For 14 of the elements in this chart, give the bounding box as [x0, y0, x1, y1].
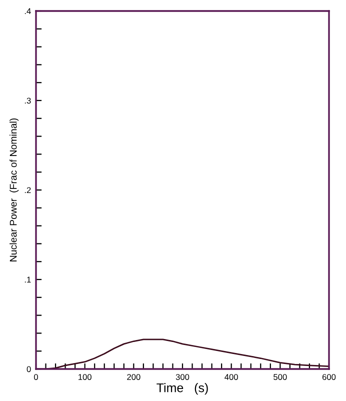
y-tick-label: .1	[24, 276, 31, 283]
y-axis-title: Nuclear Power (Frac of Nominal)	[10, 118, 19, 262]
x-tick-label: 300	[176, 374, 190, 380]
x-tick-label: 500	[274, 374, 287, 380]
y-tick-label: 0	[26, 366, 31, 372]
y-tick-label: .3	[24, 98, 31, 104]
y-tick-label: .2	[24, 187, 31, 194]
x-axis-title: Time (s)	[156, 383, 208, 395]
x-tick-label: 0	[34, 374, 38, 380]
x-tick-label: 400	[224, 374, 238, 380]
y-tick-label: .4	[24, 8, 31, 14]
x-tick-label: 100	[78, 374, 92, 380]
x-tick-label: 600	[322, 374, 336, 380]
x-tick-label: 200	[127, 374, 140, 380]
